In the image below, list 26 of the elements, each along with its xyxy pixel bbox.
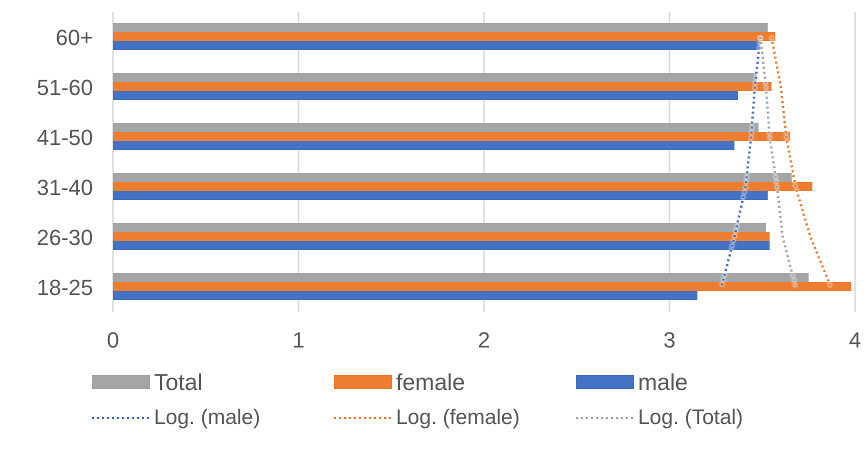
y-tick-label: 26-30 [36,224,93,250]
legend-label: Log. (male) [154,406,260,430]
bar [113,73,757,82]
legend-label: Log. (female) [396,406,520,430]
bar [113,23,768,32]
bar [113,141,734,150]
y-tick-label: 31-40 [36,174,93,200]
legend-label: male [638,368,688,396]
bar [113,223,766,232]
legend-label: Total [154,368,203,396]
bar [113,232,770,241]
y-tick-label: 60+ [56,24,93,50]
bar [113,291,698,300]
x-tick-label: 4 [848,328,862,353]
bar [113,91,738,100]
x-tick-label: 0 [106,328,120,353]
y-tick-label: 51-60 [36,74,93,100]
legend-label: Log. (Total) [638,406,744,430]
legend-label: female [396,368,466,396]
bar [113,123,759,132]
x-tick-label: 1 [292,328,305,353]
y-tick-label: 41-50 [36,124,93,150]
x-tick-label: 3 [663,328,676,353]
bar [113,82,772,91]
x-tick-label: 2 [478,328,490,353]
y-tick-label: 18-25 [36,274,93,300]
